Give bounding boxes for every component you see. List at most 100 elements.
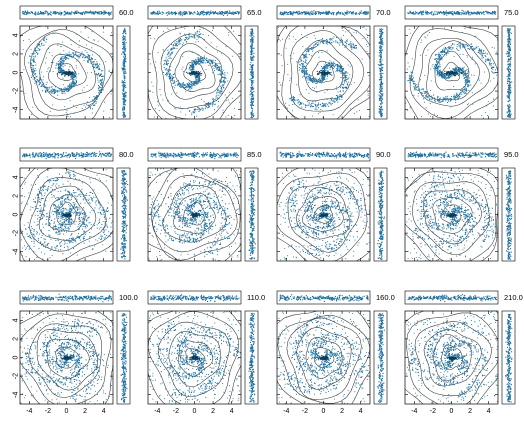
x-tick-label: -4 [154,408,160,415]
top-strip-frame [19,5,114,20]
right-strip-frame [116,167,131,262]
y-tick-label: 2 [13,337,20,341]
panel-5: -4 -2 0 2 4 80.0 [13,147,134,262]
contour-line [20,26,113,119]
panel-label: 65.0 [247,8,262,17]
panel-9: -4 -2 0 2 4 -4 -2 0 2 4 100.0 [13,290,138,415]
main-plot [20,168,113,261]
top-projection-strip [19,147,114,162]
main-plot [277,26,370,119]
x-tick-label: -2 [430,408,436,415]
top-projection-strip [276,5,371,20]
contour-line [148,311,240,404]
contour-line [313,204,334,224]
x-tick-label: -2 [173,408,179,415]
panel-label: 60.0 [119,8,134,17]
panel-label: 80.0 [119,150,134,159]
contour-line [148,311,241,404]
top-projection-strip [276,290,371,305]
panel-8: 95.0 [404,147,519,262]
top-strip-frame [19,290,114,305]
right-projection-strip [373,167,388,262]
axes [405,26,498,119]
top-strip-frame [404,5,499,20]
right-strip-frame [501,25,516,120]
y-tick-label: 0 [13,212,20,216]
y-tick-label: -4 [13,391,20,397]
contour-line [39,43,96,101]
top-strip-frame [276,290,371,305]
main-plot [405,26,498,119]
top-projection-strip [147,290,242,305]
main-plot [405,311,498,404]
main-plot [277,168,370,261]
contour-line [406,312,498,404]
right-projection-strip [373,25,388,120]
top-projection-strip [147,147,242,162]
top-strip-frame [404,290,499,305]
right-strip-frame [373,25,388,120]
y-tick-label: 4 [13,33,20,37]
x-tick-label: 4 [359,408,363,415]
panel-11: -4 -2 0 2 4 160.0 [276,290,395,415]
x-tick-label: 0 [65,408,69,415]
panel-2: 65.0 [147,5,262,120]
panel-10: -4 -2 0 2 4 110.0 [147,290,265,415]
right-strip-frame [244,167,259,262]
x-tick-label: -4 [411,408,417,415]
x-tick-label: 4 [102,408,106,415]
contour-line [432,196,473,234]
x-tick-label: 4 [230,408,234,415]
panel-label: 210.0 [504,293,523,302]
contour-line [440,204,462,225]
contour-line [277,315,370,404]
main-plot [20,311,113,404]
panel-label: 160.0 [376,293,395,302]
x-tick-label: 2 [468,408,472,415]
contour-line [277,311,370,404]
top-strip-frame [276,5,371,20]
right-strip-frame [116,25,131,120]
main-plot [405,168,498,261]
axes [277,168,370,261]
x-tick-label: -4 [283,408,289,415]
contour-line [301,196,344,232]
y-tick-label: -2 [13,88,20,94]
contour-line [183,202,206,226]
contour-line [185,348,206,368]
axes [277,26,370,119]
x-tick-label: 2 [83,408,87,415]
right-projection-strip [116,25,131,120]
contour-line [296,327,352,390]
top-strip-frame [147,290,242,305]
y-tick-label: 4 [13,175,20,179]
panel-4: 75.0 [404,5,519,120]
panel-label: 95.0 [504,150,519,159]
main-plot [148,26,241,119]
y-tick-label: 0 [13,70,20,74]
x-tick-label: 0 [322,408,326,415]
panel-label: 110.0 [247,293,265,302]
panel-12: -4 -2 0 2 4 210.0 [404,290,523,415]
axes [148,168,241,261]
main-plot [277,311,370,404]
contour-line [297,39,354,102]
panel-3: 70.0 [276,5,391,120]
top-strip-frame [404,147,499,162]
main-plot [20,26,113,119]
top-strip-frame [147,5,242,20]
y-tick-label: 2 [13,52,20,56]
right-strip-frame [244,25,259,120]
contour-line [426,40,480,100]
axes: -4 -2 0 2 4 -4 -2 0 2 4 [13,311,113,415]
contour-line [56,201,77,226]
y-tick-label: 2 [13,194,20,198]
right-projection-strip [244,310,259,405]
x-tick-label: 2 [340,408,344,415]
contour-line [29,177,107,252]
x-tick-label: 2 [211,408,215,415]
right-projection-strip [373,310,388,405]
contour-line [287,180,360,253]
contour-line [152,26,241,119]
